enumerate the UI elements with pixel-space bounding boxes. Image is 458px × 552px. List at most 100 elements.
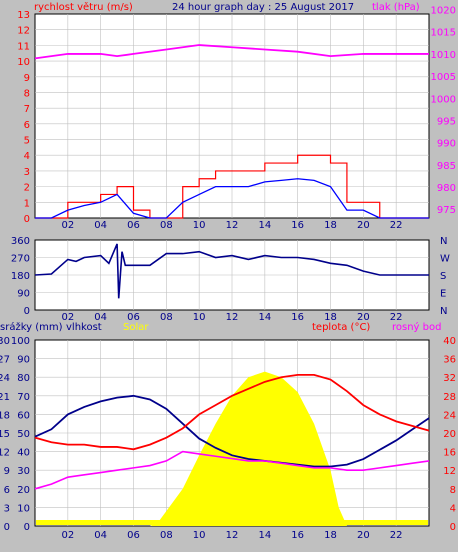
direction-tick: 360 [11,236,30,247]
x-tick-label: 22 [390,312,403,323]
wind-tick: 0 [24,214,30,225]
wind-label: rychlost větru (m/s) [34,1,133,13]
x-tick-label: 18 [324,220,337,231]
x-tick-label: 12 [226,220,239,231]
wind-tick: 3 [24,167,30,178]
rain-tick: 9 [4,466,10,477]
pressure-tick: 985 [437,161,456,172]
rain-tick: 3 [4,503,10,514]
legend-dewpoint: rosný bod [392,321,441,333]
x-tick-label: 22 [390,530,403,541]
wind-tick: 6 [24,120,30,131]
humidity-tick: 40 [17,448,30,459]
pressure-tick: 995 [437,116,456,127]
x-tick-label: 04 [94,312,107,323]
humidity-tick: 10 [17,503,30,514]
pressure-tick: 1000 [431,94,456,105]
wind-tick: 9 [24,73,30,84]
x-tick-label: 06 [127,220,140,231]
temperature-tick: 40 [443,336,456,347]
wind-tick: 4 [24,151,30,162]
x-tick-label: 18 [324,530,337,541]
rain-tick: 21 [0,392,10,403]
humidity-tick: 80 [17,373,30,384]
pressure-tick: 980 [437,183,456,194]
wind-tick: 7 [24,104,30,115]
x-tick-label: 02 [61,220,74,231]
direction-tick: 180 [11,271,30,282]
wind-tick: 13 [17,10,30,21]
wind-line [35,154,429,219]
x-tick-label: 10 [193,312,206,323]
direction-line [34,243,429,299]
x-tick-label: 10 [193,530,206,541]
pressure-tick: 975 [437,205,456,216]
wind-tick: 1 [24,198,30,209]
x-tick-label: 08 [160,530,173,541]
temperature-tick: 20 [443,429,456,440]
temperature-line [34,373,430,451]
x-tick-label: 02 [61,312,74,323]
legend-humidity: vlhkost [66,322,102,333]
rain-tick: 24 [0,373,10,384]
humidity-tick: 30 [17,466,30,477]
x-tick-label: 14 [258,220,271,231]
temperature-tick: 24 [443,410,456,421]
pressure-tick: 1015 [431,28,456,39]
x-tick-label: 10 [193,220,206,231]
pressure-label: tlak (hPa) [372,2,420,13]
temperature-tick: 4 [450,503,456,514]
temperature-tick: 8 [450,485,456,496]
wind-tick: 10 [17,57,30,68]
rain-tick: 18 [0,410,10,421]
humidity-tick: 100 [11,336,30,347]
humidity-tick: 70 [17,392,30,403]
x-tick-label: 08 [160,312,173,323]
gust-line [35,178,429,219]
wind-tick: 12 [17,26,30,37]
temperature-tick: 16 [443,448,456,459]
compass-tick: N [440,236,447,247]
dewpoint-line [34,450,430,490]
compass-tick: W [440,254,450,265]
temperature-tick: 36 [443,355,456,366]
legend-rain: srážky (mm) [0,321,63,333]
x-tick-label: 06 [127,312,140,323]
rain-tick: 30 [0,336,10,347]
rain-tick: 27 [0,355,10,366]
pressure-tick: 1020 [431,6,456,17]
wind-tick: 11 [17,41,30,52]
x-tick-label: 16 [291,312,304,323]
x-tick-label: 12 [226,530,239,541]
legend-solar: Solar [123,322,149,333]
x-tick-label: 16 [291,530,304,541]
legend-temperature: teplota (°C) [312,322,370,333]
x-tick-label: 16 [291,220,304,231]
humidity-tick: 0 [24,522,30,533]
x-tick-label: 06 [127,530,140,541]
compass-tick: N [440,306,447,317]
pressure-tick: 1010 [431,50,456,61]
x-tick-label: 02 [61,530,74,541]
x-tick-label: 18 [324,312,337,323]
x-tick-label: 04 [94,220,107,231]
x-tick-label: 20 [357,530,370,541]
wind-tick: 2 [24,183,30,194]
wind-tick: 8 [24,88,30,99]
rain-tick: 15 [0,429,10,440]
chart-title: 24 hour graph day : 25 August 2017 [172,2,354,13]
pressure-tick: 990 [437,139,456,150]
x-tick-label: 22 [390,220,403,231]
temperature-tick: 0 [450,522,456,533]
x-tick-label: 20 [357,220,370,231]
humidity-tick: 90 [17,355,30,366]
humidity-tick: 20 [17,485,30,496]
x-tick-label: 14 [258,530,271,541]
x-tick-label: 14 [258,312,271,323]
direction-tick: 270 [11,254,30,265]
direction-tick: 90 [17,289,30,300]
humidity-line [34,394,430,468]
rain-tick: 12 [0,448,10,459]
wind-tick: 5 [24,136,30,147]
